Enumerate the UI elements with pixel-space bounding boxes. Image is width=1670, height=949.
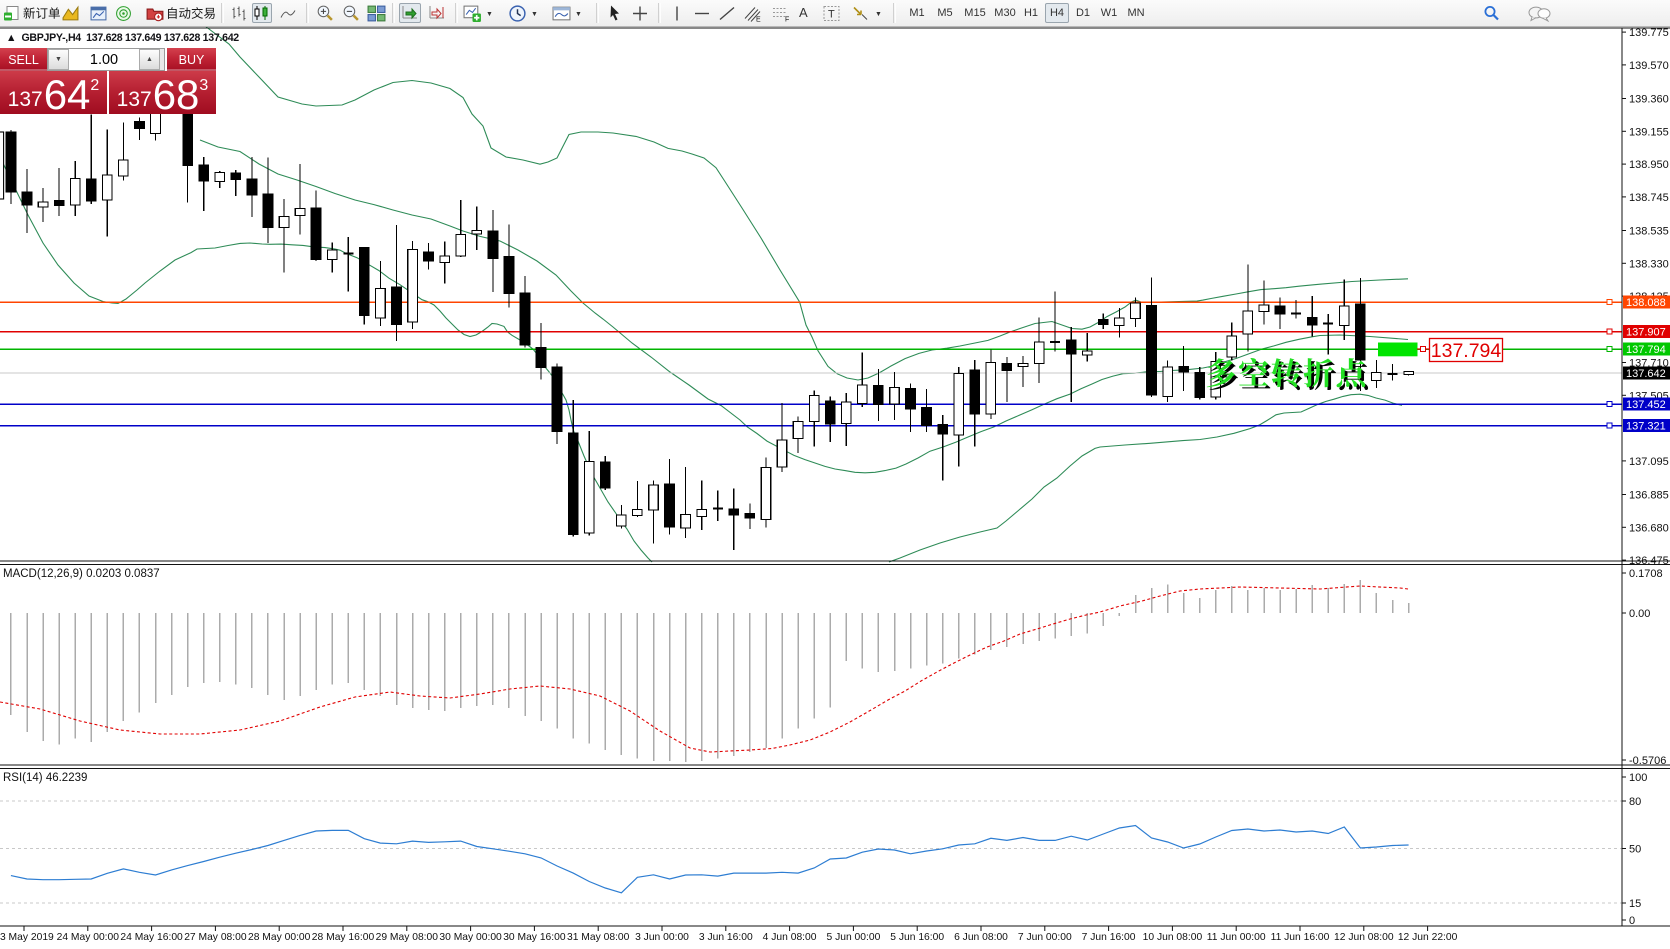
svg-text:7 Jun 00:00: 7 Jun 00:00 [1018,932,1072,943]
svg-text:136.885: 136.885 [1629,490,1669,502]
svg-text:-0.5706: -0.5706 [1629,755,1666,767]
svg-text:12 Jun 22:00: 12 Jun 22:00 [1398,932,1458,943]
svg-text:50: 50 [1629,844,1641,856]
svg-text:12 Jun 08:00: 12 Jun 08:00 [1334,932,1394,943]
svg-text:6 Jun 08:00: 6 Jun 08:00 [954,932,1008,943]
svg-text:28 May 00:00: 28 May 00:00 [248,932,311,943]
svg-text:138.745: 138.745 [1629,192,1669,204]
svg-text:139.155: 139.155 [1629,126,1669,138]
svg-text:31 May 08:00: 31 May 08:00 [567,932,630,943]
svg-text:137.907: 137.907 [1626,327,1666,339]
svg-text:0: 0 [1629,915,1635,927]
svg-text:139.360: 139.360 [1629,94,1669,106]
svg-text:3 Jun 00:00: 3 Jun 00:00 [635,932,689,943]
svg-text:138.535: 138.535 [1629,226,1669,238]
svg-text:136.475: 136.475 [1629,555,1669,567]
svg-text:138.950: 138.950 [1629,159,1669,171]
svg-text:11 Jun 00:00: 11 Jun 00:00 [1207,932,1266,943]
svg-text:T: T [828,9,835,21]
svg-text:139.775: 139.775 [1629,27,1669,39]
svg-text:7 Jun 16:00: 7 Jun 16:00 [1082,932,1136,943]
svg-text:137.095: 137.095 [1629,456,1669,468]
svg-text:0.00: 0.00 [1629,608,1650,620]
svg-text:15: 15 [1629,898,1641,910]
svg-text:0.1708: 0.1708 [1629,568,1663,580]
svg-text:29 May 08:00: 29 May 08:00 [376,932,439,943]
svg-text:5 Jun 00:00: 5 Jun 00:00 [826,932,880,943]
svg-text:27 May 08:00: 27 May 08:00 [184,932,247,943]
svg-text:139.570: 139.570 [1629,60,1669,72]
svg-text:E: E [756,17,761,24]
svg-text:80: 80 [1629,796,1641,808]
svg-text:24 May 00:00: 24 May 00:00 [57,932,120,943]
svg-text:137.794: 137.794 [1626,344,1666,356]
svg-text:5 Jun 16:00: 5 Jun 16:00 [890,932,944,943]
svg-text:11 Jun 16:00: 11 Jun 16:00 [1271,932,1330,943]
svg-text:24 May 16:00: 24 May 16:00 [120,932,183,943]
svg-text:4 Jun 08:00: 4 Jun 08:00 [763,932,817,943]
svg-text:28 May 16:00: 28 May 16:00 [312,932,375,943]
svg-text:138.088: 138.088 [1626,297,1666,309]
svg-text:F: F [785,17,789,24]
svg-text:137.794: 137.794 [1431,340,1502,362]
svg-text:23 May 2019: 23 May 2019 [0,932,54,943]
svg-text:30 May 16:00: 30 May 16:00 [503,932,566,943]
svg-text:138.330: 138.330 [1629,258,1669,270]
svg-text:137.321: 137.321 [1626,421,1666,433]
svg-text:136.680: 136.680 [1629,522,1669,534]
svg-text:137.642: 137.642 [1626,368,1666,380]
svg-text:100: 100 [1629,772,1647,784]
svg-text:10 Jun 08:00: 10 Jun 08:00 [1143,932,1203,943]
svg-text:137.452: 137.452 [1626,399,1666,411]
svg-text:3 Jun 16:00: 3 Jun 16:00 [699,932,753,943]
svg-text:30 May 00:00: 30 May 00:00 [439,932,502,943]
